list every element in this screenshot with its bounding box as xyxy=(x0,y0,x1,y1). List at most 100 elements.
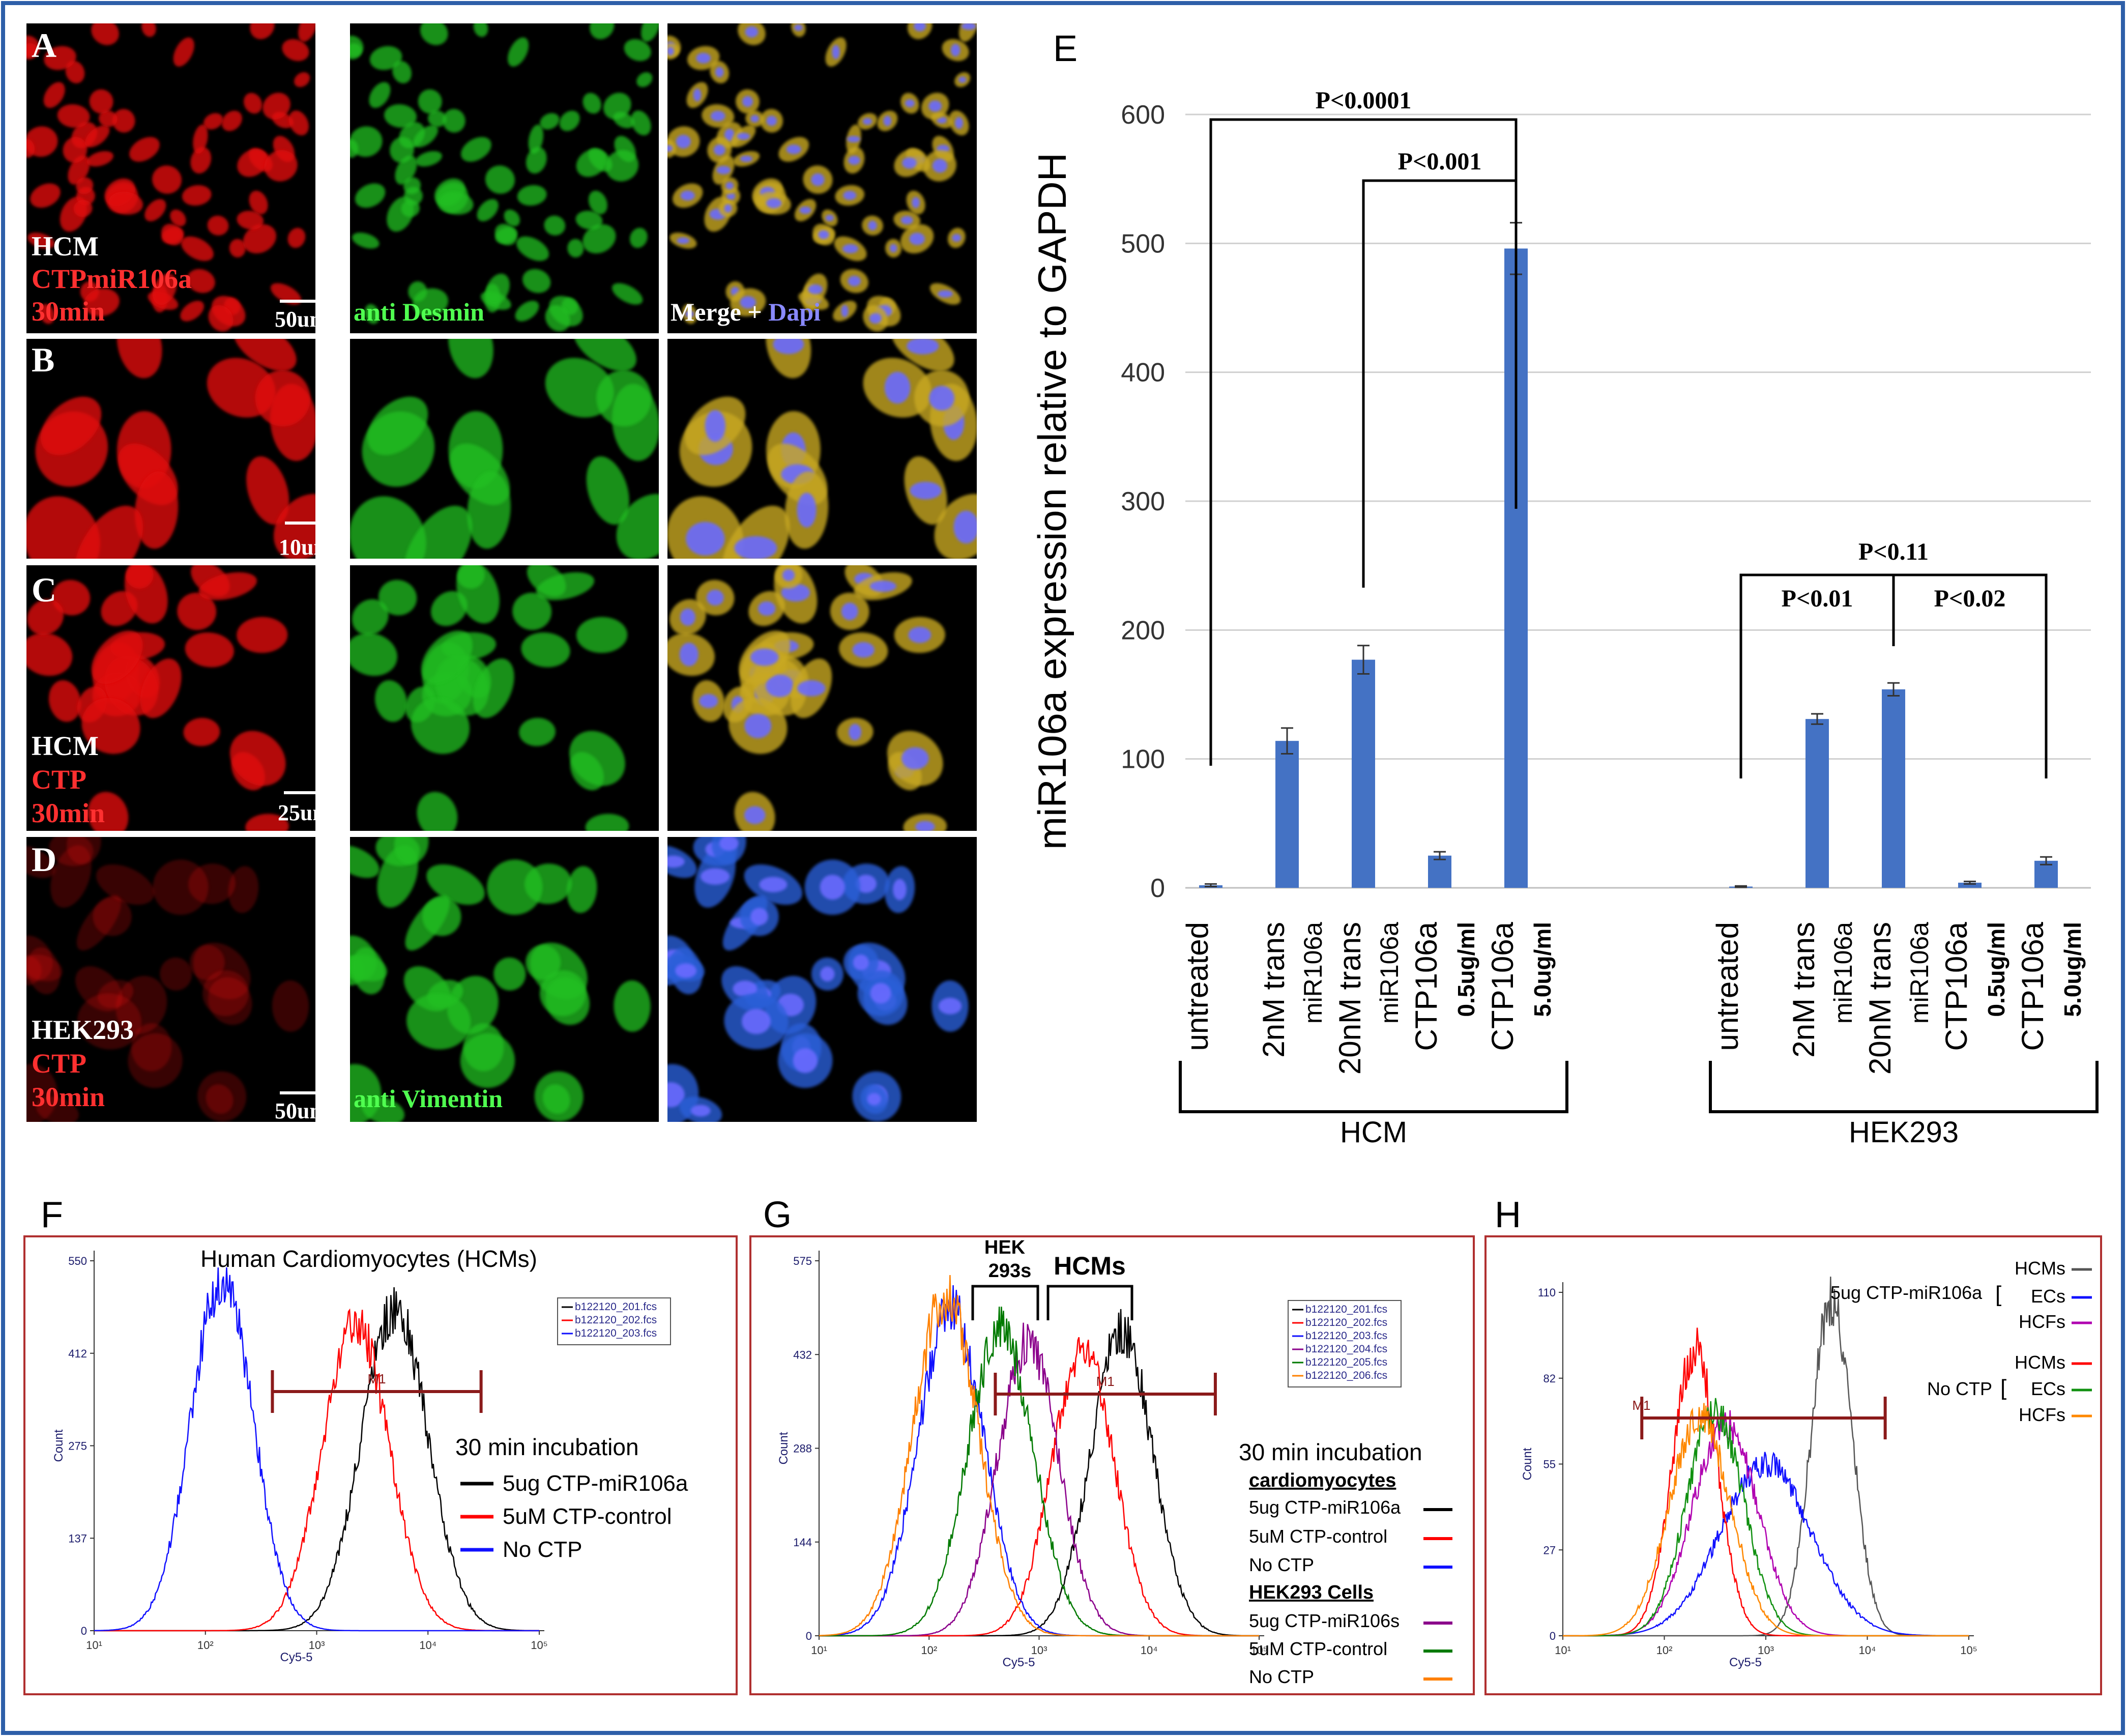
cell xyxy=(250,23,275,40)
file-legend-label: b122120_202.fcs xyxy=(1305,1317,1387,1328)
cell xyxy=(208,305,234,332)
x-category-sublabel: miR106a xyxy=(1905,922,1934,1024)
cell xyxy=(467,471,511,549)
nucleus xyxy=(667,47,674,55)
cell xyxy=(573,339,636,371)
nucleus xyxy=(937,117,947,124)
y-tick-label: 500 xyxy=(1121,229,1165,258)
scale-label-a: 50um xyxy=(275,307,328,332)
scale-label-c: 25um xyxy=(278,800,331,825)
cell xyxy=(350,633,397,676)
cell xyxy=(203,113,223,130)
nucleus xyxy=(744,806,766,824)
nucleus xyxy=(758,601,776,616)
cell xyxy=(350,139,359,158)
cell xyxy=(173,37,194,67)
cell xyxy=(41,396,102,455)
cell xyxy=(36,1096,79,1122)
cell xyxy=(237,617,288,653)
nucleus xyxy=(745,26,759,38)
y-tick-label: 200 xyxy=(1121,616,1165,645)
group-bracket xyxy=(1179,1061,1568,1113)
nucleus xyxy=(929,386,955,411)
nucleus xyxy=(869,313,882,324)
cell xyxy=(207,215,229,236)
cell xyxy=(91,630,143,684)
cell xyxy=(460,1033,515,1088)
histogram-trace xyxy=(1563,1403,1969,1637)
cell xyxy=(516,236,549,261)
x-category-label: untreated xyxy=(1180,922,1214,1051)
cell xyxy=(611,283,643,305)
cell xyxy=(57,104,90,128)
cell xyxy=(426,864,485,905)
cell xyxy=(185,632,235,668)
y-tick-label: 110 xyxy=(1538,1286,1556,1299)
nucleus xyxy=(676,134,691,149)
cell xyxy=(263,93,290,120)
cell xyxy=(26,496,100,559)
x-axis-label: Cy5-5 xyxy=(1002,1656,1035,1669)
legend-label: No CTP xyxy=(1249,1666,1314,1687)
nucleus xyxy=(740,296,756,309)
legend-label: HCMs xyxy=(2015,1352,2065,1373)
cell xyxy=(586,456,629,525)
cell xyxy=(288,110,309,136)
panel-c-time: 30min xyxy=(32,798,105,828)
nucleus xyxy=(884,371,911,404)
x-category-sublabel: miR106a xyxy=(1299,922,1327,1024)
nucleus xyxy=(808,284,823,295)
population-bracket xyxy=(1046,1285,1133,1320)
cell xyxy=(567,239,584,258)
nucleus xyxy=(820,875,845,900)
microscopy-grid xyxy=(26,23,977,1122)
cell xyxy=(367,396,428,455)
legend-title: 30 min incubation xyxy=(1239,1439,1422,1465)
x-tick-label: 10⁴ xyxy=(1141,1644,1158,1657)
panel-letter-e: E xyxy=(1053,28,1077,69)
cell xyxy=(413,288,449,316)
cell xyxy=(517,185,547,206)
nucleus xyxy=(710,110,725,122)
cell xyxy=(569,731,625,786)
cell xyxy=(603,93,631,120)
cell xyxy=(144,199,166,221)
micrograph-b-2 xyxy=(350,339,659,559)
nucleus xyxy=(902,157,917,169)
cell xyxy=(182,185,212,206)
bar xyxy=(1805,719,1829,888)
micrograph-a-3 xyxy=(667,23,977,333)
cell xyxy=(26,845,55,878)
cell xyxy=(140,658,182,718)
nucleus xyxy=(832,45,840,60)
panel-a-treatment: CTPmiR106a xyxy=(32,264,192,294)
cell xyxy=(237,149,268,177)
cell xyxy=(86,151,113,167)
cell xyxy=(542,1084,570,1114)
nucleus xyxy=(794,24,803,31)
histogram-g: 0 144 288 432 575 10¹ 10² 10³ 10⁴ 10⁵ Cy5-5 Count M1… xyxy=(777,1237,1452,1687)
nucleus xyxy=(705,410,726,442)
cell xyxy=(427,110,447,127)
cell xyxy=(624,39,651,62)
cell xyxy=(522,269,551,293)
x-category-label: CTP106a xyxy=(1409,921,1443,1051)
cell-cluster xyxy=(350,23,659,332)
y-tick-label: 100 xyxy=(1121,745,1165,774)
p-value-label: P<0.001 xyxy=(1398,148,1482,175)
cell xyxy=(631,110,651,136)
cell xyxy=(73,199,93,217)
cell xyxy=(233,339,297,371)
bar-chart-e: 0 100 200 300 400 500 600 miR106a expression re… xyxy=(1030,87,2099,1149)
nucleus xyxy=(843,191,857,200)
cell xyxy=(30,183,61,208)
cell xyxy=(544,215,566,236)
panel-a-cell-line: HCM xyxy=(32,231,99,262)
cell xyxy=(206,1084,234,1114)
cell xyxy=(170,209,186,227)
file-legend-label: b122120_206.fcs xyxy=(1305,1370,1387,1381)
nucleus xyxy=(750,908,768,925)
y-tick-label: 275 xyxy=(68,1440,87,1453)
cell xyxy=(394,837,429,864)
cell xyxy=(134,471,179,549)
